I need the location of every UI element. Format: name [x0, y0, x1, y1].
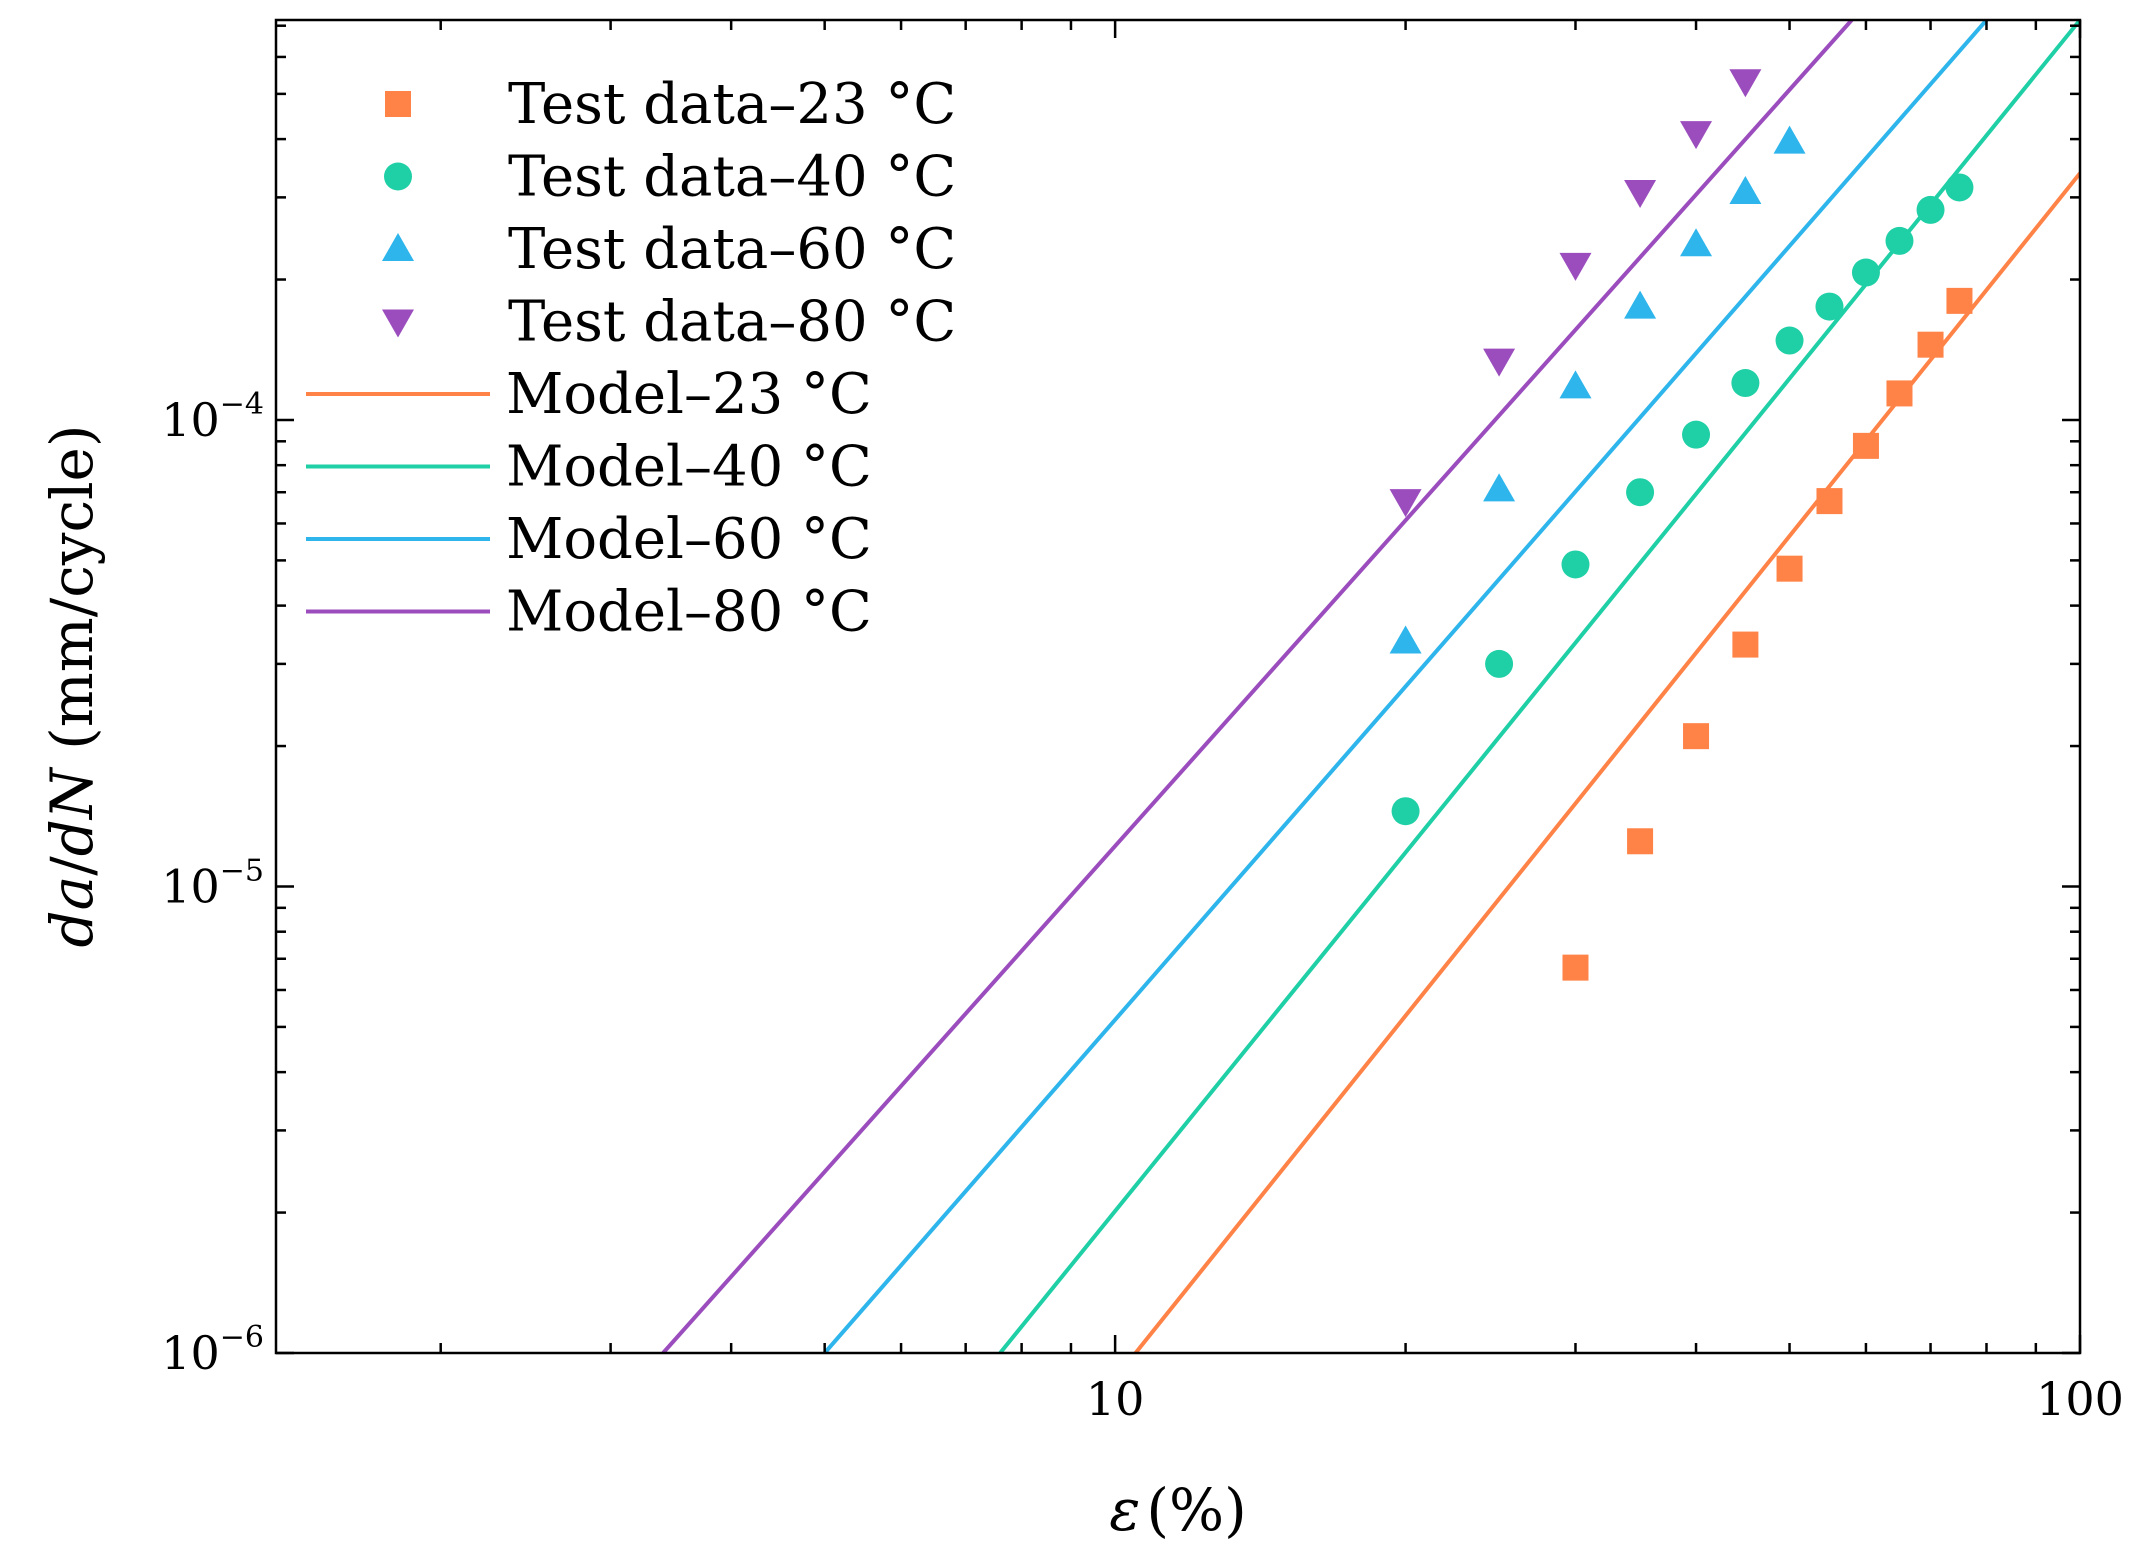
point-test-data-80-c: [1729, 69, 1762, 98]
point-test-data-23-c: [1683, 723, 1710, 750]
point-test-data-60-c: [1680, 228, 1713, 257]
point-test-data-40-c: [1945, 173, 1974, 202]
point-test-data-40-c: [1561, 550, 1590, 579]
y-axis-var1: da: [38, 876, 106, 948]
point-test-data-23-c: [1946, 287, 1973, 314]
legend-label: Test data–23 °C: [508, 72, 956, 137]
point-test-data-40-c: [1626, 478, 1655, 507]
point-test-data-40-c: [1916, 195, 1945, 224]
point-test-data-23-c: [1562, 954, 1589, 981]
point-test-data-40-c: [1731, 369, 1760, 398]
y-tick-base: 10: [161, 1326, 220, 1380]
legend-label: Model–60 °C: [506, 507, 872, 572]
point-test-data-40-c: [1815, 292, 1844, 321]
legend-label: Test data–80 °C: [508, 290, 956, 355]
x-axis-title: ε (%): [1109, 1476, 1247, 1544]
y-tick-label: 10−4: [161, 387, 264, 447]
point-test-data-23-c: [1816, 488, 1843, 515]
y-tick-exponent: −5: [220, 853, 264, 888]
point-test-data-23-c: [1627, 828, 1654, 855]
y-axis-unit: (mm/cycle): [38, 425, 106, 769]
legend-marker-test-data-23-c: [385, 91, 411, 117]
point-test-data-80-c: [1680, 121, 1713, 150]
x-tick-label: 10: [1086, 1372, 1145, 1426]
plot-area: [661, 20, 2080, 1353]
point-test-data-23-c: [1852, 432, 1879, 459]
legend-marker-test-data-60-c: [382, 233, 414, 261]
point-test-data-40-c: [1391, 797, 1420, 826]
point-test-data-80-c: [1483, 348, 1516, 377]
point-test-data-40-c: [1682, 420, 1711, 449]
y-tick-label: 10−5: [161, 853, 264, 913]
series-line-model-60-c: [823, 20, 1989, 1353]
legend-marker-test-data-40-c: [384, 162, 412, 191]
point-test-data-80-c: [1624, 180, 1657, 209]
legend-label: Test data–40 °C: [508, 145, 956, 210]
point-test-data-40-c: [1485, 649, 1514, 678]
y-tick-exponent: −6: [220, 1320, 264, 1355]
y-tick-exponent: −4: [220, 387, 264, 422]
y-axis-slash: /: [38, 856, 106, 876]
point-test-data-60-c: [1773, 125, 1806, 154]
point-test-data-23-c: [1776, 555, 1803, 582]
point-test-data-60-c: [1389, 625, 1422, 654]
point-test-data-60-c: [1624, 290, 1657, 319]
x-axis-unit: (%): [1146, 1476, 1246, 1544]
legend-label: Model–40 °C: [506, 435, 872, 500]
legend-marker-test-data-80-c: [382, 309, 414, 338]
legend-label: Model–23 °C: [506, 362, 872, 427]
legend-label: Test data–60 °C: [508, 217, 956, 282]
point-test-data-40-c: [1885, 226, 1914, 255]
x-axis-symbol: ε: [1109, 1476, 1140, 1544]
y-axis-title: da/dN (mm/cycle): [38, 425, 106, 948]
point-test-data-60-c: [1483, 473, 1516, 502]
y-tick-label: 10−6: [161, 1320, 264, 1380]
plot-frame: [274, 18, 2082, 1355]
point-test-data-40-c: [1851, 258, 1880, 287]
legend: Test data–23 °C Test data–40 °C Test data–…: [306, 72, 956, 645]
y-tick-base: 10: [161, 393, 220, 447]
y-axis-var2: dN: [38, 766, 106, 856]
point-test-data-80-c: [1559, 252, 1592, 281]
legend-label: Model–80 °C: [506, 580, 872, 645]
point-test-data-40-c: [1775, 326, 1804, 355]
point-test-data-23-c: [1917, 331, 1944, 358]
point-test-data-60-c: [1559, 370, 1592, 399]
series-line-model-80-c: [661, 20, 1854, 1353]
point-test-data-60-c: [1729, 176, 1762, 205]
point-test-data-80-c: [1389, 489, 1422, 518]
point-test-data-23-c: [1886, 380, 1913, 407]
series-line-model-23-c: [1134, 171, 2080, 1353]
x-tick-label: 100: [2036, 1372, 2124, 1426]
point-test-data-23-c: [1732, 631, 1759, 658]
axis-ticks: [276, 20, 2082, 1355]
y-tick-base: 10: [161, 859, 220, 913]
